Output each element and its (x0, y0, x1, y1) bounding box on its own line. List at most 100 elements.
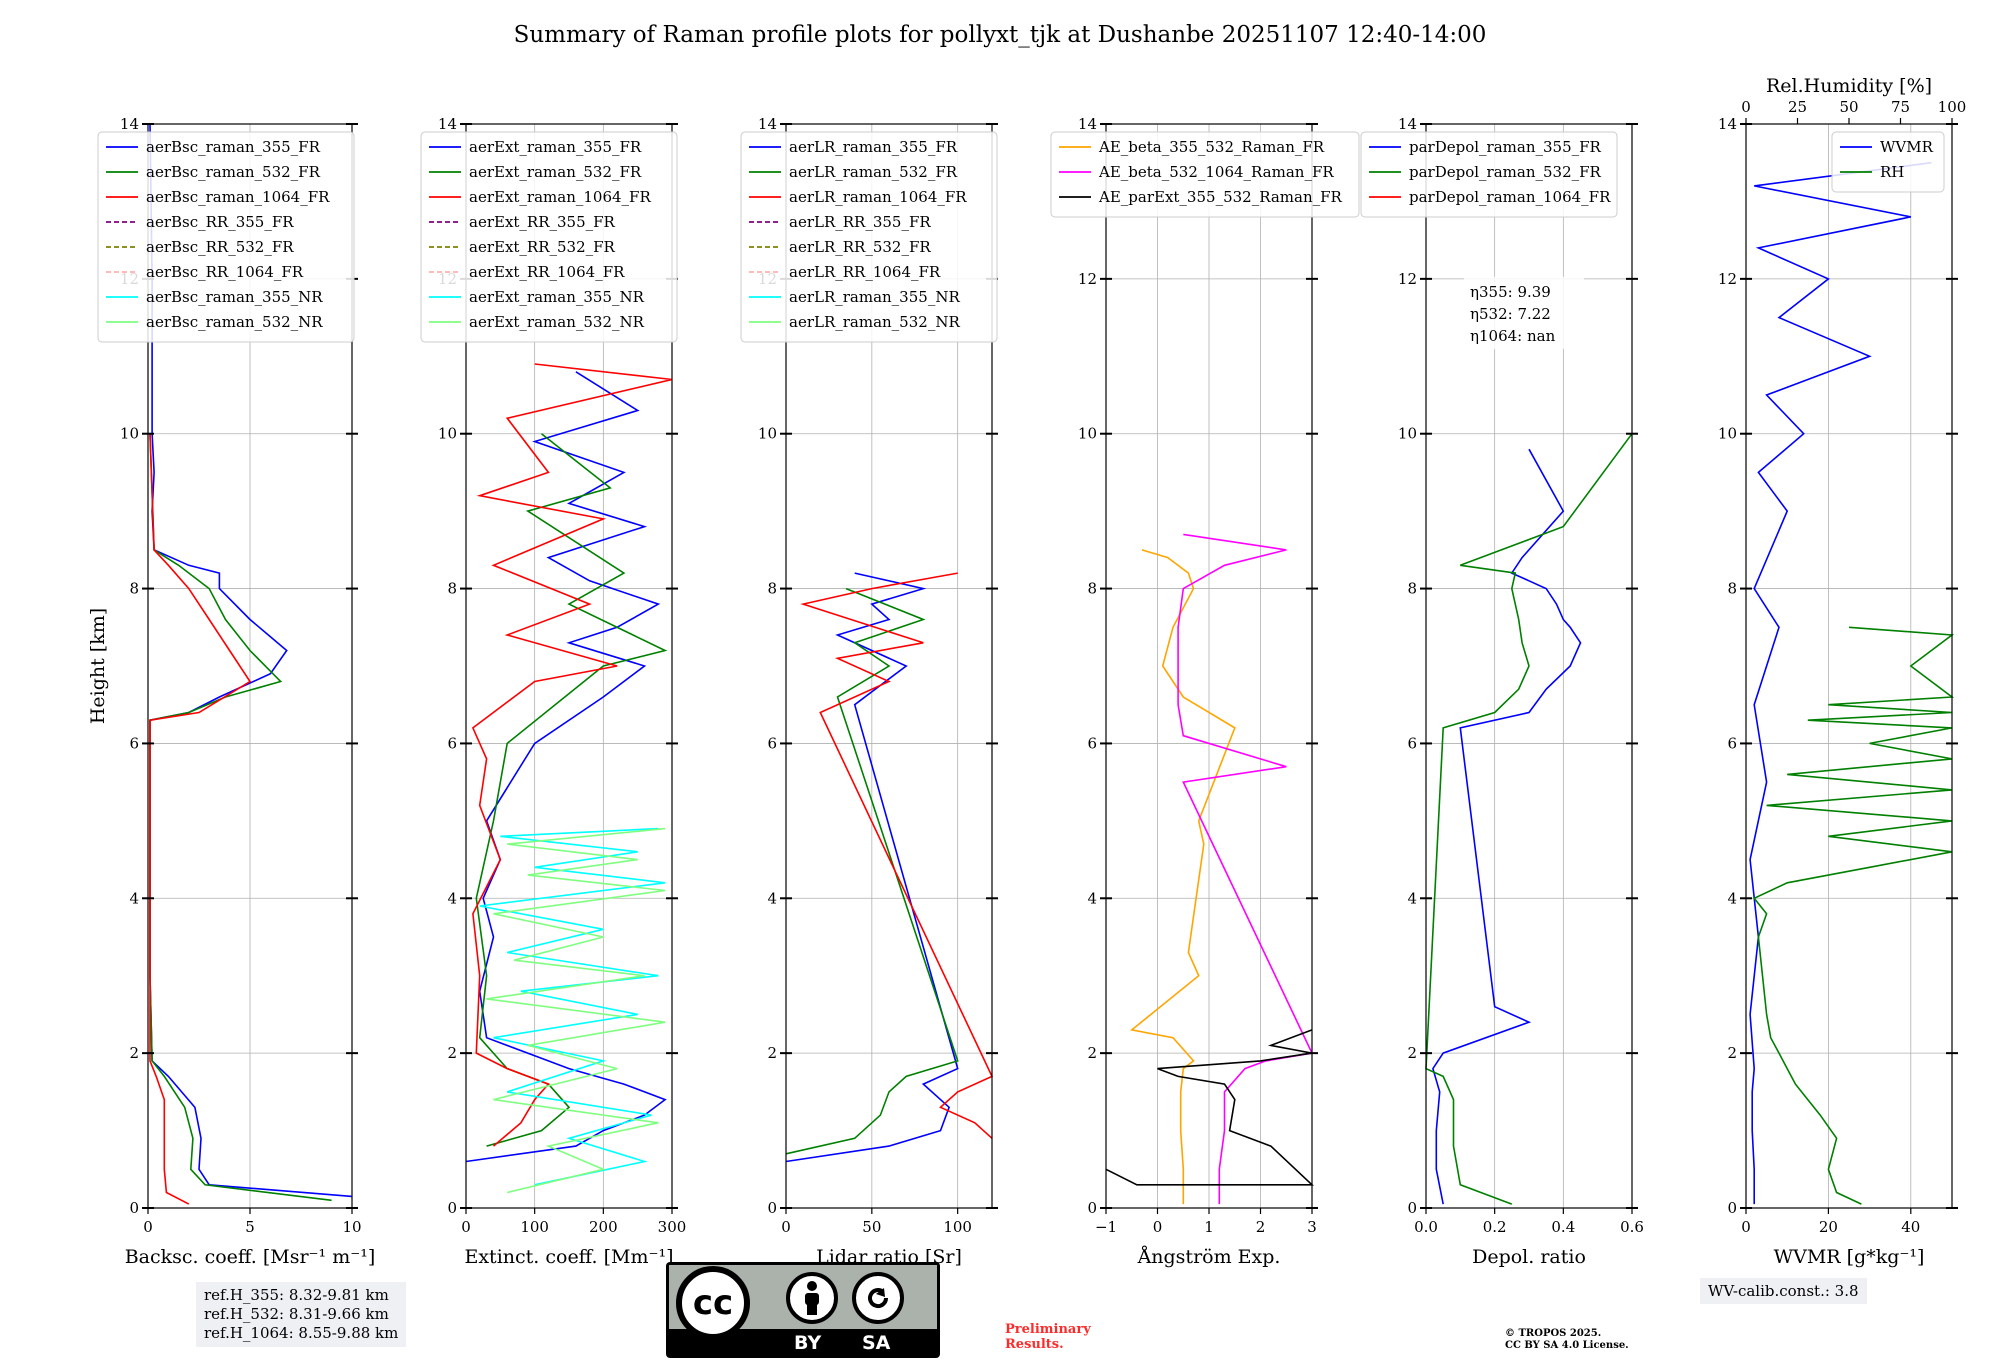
legend-entry: aerLR_raman_532_FR (789, 163, 958, 181)
y-tick-label: 8 (1087, 580, 1097, 598)
person-icon (805, 1281, 819, 1315)
x-tick-label: 0 (781, 1218, 791, 1236)
x-axis-label: Backsc. coeff. [Msr⁻¹ m⁻¹] (125, 1246, 376, 1268)
y-tick-label: 2 (1407, 1044, 1417, 1062)
y-tick-label: 6 (1727, 734, 1737, 752)
series-WVMR (1749, 161, 1932, 1205)
y-tick-label: 12 (1718, 270, 1737, 288)
series-AE_beta_355_532_Raman_FR (1129, 549, 1236, 1205)
x-tick-label: 20 (1819, 1218, 1838, 1236)
legend-entry: aerExt_RR_1064_FR (469, 263, 625, 281)
legend: WVMR RH (1831, 131, 1945, 193)
chart-panel-lidar_ratio: 02468101214050100Lidar ratio [Sr]aerLR_r… (740, 115, 998, 1268)
top-x-tick-label: 50 (1839, 98, 1858, 116)
y-tick-label: 0 (129, 1199, 139, 1217)
y-tick-label: 4 (1407, 889, 1417, 907)
x-tick-label: 50 (862, 1218, 881, 1236)
y-tick-label: 4 (1087, 889, 1097, 907)
x-tick-label: 0.2 (1483, 1218, 1507, 1236)
legend-entry: aerLR_raman_532_NR (789, 313, 960, 331)
attribution-person-icon (786, 1272, 838, 1324)
x-tick-label: 2 (1256, 1218, 1266, 1236)
y-tick-label: 14 (1398, 115, 1417, 133)
series-aerBsc_raman_532_FR (149, 433, 332, 1202)
x-axis-label: WVMR [g*kg⁻¹] (1774, 1246, 1925, 1268)
x-axis-label: Extinct. coeff. [Mm⁻¹] (464, 1246, 673, 1268)
top-x-tick-label: 0 (1741, 98, 1751, 116)
series-parDepol_raman_355_FR (1432, 448, 1582, 1205)
x-tick-label: 0 (1153, 1218, 1163, 1236)
eta-annotation: η532: 7.22 (1470, 305, 1551, 323)
series-AE_beta_532_1064_Raman_FR (1177, 533, 1314, 1205)
legend-entry: aerBsc_raman_355_FR (146, 138, 321, 156)
y-tick-label: 8 (767, 580, 777, 598)
y-tick-label: 0 (1087, 1199, 1097, 1217)
y-tick-label: 2 (1087, 1044, 1097, 1062)
x-tick-label: 100 (520, 1218, 549, 1236)
legend-entry: parDepol_raman_532_FR (1409, 163, 1602, 181)
series-aerExt_raman_355_NR (479, 827, 666, 1186)
x-tick-label: 3 (1307, 1218, 1317, 1236)
series-RH (1752, 626, 1955, 1205)
y-tick-label: 6 (447, 734, 457, 752)
x-tick-label: 100 (943, 1218, 972, 1236)
x-tick-label: 1 (1204, 1218, 1214, 1236)
x-tick-label: 0 (461, 1218, 471, 1236)
legend-entry: aerBsc_raman_355_NR (146, 288, 323, 306)
legend-entry: aerBsc_raman_532_FR (146, 163, 321, 181)
x-tick-label: 0 (1741, 1218, 1751, 1236)
ref-height-355: ref.H_355: 8.32-9.81 km (204, 1286, 389, 1304)
y-tick-label: 2 (129, 1044, 139, 1062)
x-tick-label: 40 (1901, 1218, 1920, 1236)
preliminary-line-2: Results. (1005, 1337, 1064, 1352)
y-tick-label: 14 (1078, 115, 1097, 133)
y-tick-label: 12 (1078, 270, 1097, 288)
x-tick-label: 0.0 (1414, 1218, 1438, 1236)
legend-entry: parDepol_raman_1064_FR (1409, 188, 1611, 206)
legend-entry: aerExt_raman_1064_FR (469, 188, 651, 206)
y-tick-label: 14 (438, 115, 457, 133)
panel-frame (465, 123, 673, 1209)
series-aerLR_raman_1064_FR (800, 572, 994, 1139)
cc-license-badge[interactable]: cc BY SA (666, 1262, 940, 1358)
cc-by-label: BY (794, 1332, 822, 1354)
annotation-box (1464, 276, 1584, 349)
series-aerLR_raman_355_FR (785, 572, 959, 1163)
series-aerBsc_raman_1064_FR (149, 433, 252, 1205)
series-aerLR_raman_532_FR (785, 587, 959, 1155)
y-tick-label: 12 (1398, 270, 1417, 288)
legend-box (1050, 131, 1360, 218)
series-parDepol_raman_532_FR (1425, 433, 1633, 1205)
wv-calibration-box: WV-calib.const.: 3.8 (1700, 1278, 1867, 1304)
legend-entry: aerLR_RR_532_FR (789, 238, 931, 256)
tropos-copyright: © TROPOS 2025. CC BY SA 4.0 License. (1505, 1328, 1629, 1352)
legend-entry: aerLR_raman_355_NR (789, 288, 960, 306)
y-tick-label: 10 (1718, 425, 1737, 443)
legend-entry: aerBsc_RR_1064_FR (146, 263, 304, 281)
x-tick-label: 300 (658, 1218, 687, 1236)
y-tick-label: 6 (129, 734, 139, 752)
x-tick-label: 0 (143, 1218, 153, 1236)
legend-box (1360, 131, 1618, 218)
tropos-line-1: © TROPOS 2025. (1505, 1328, 1602, 1339)
y-tick-label: 4 (447, 889, 457, 907)
legend: aerBsc_raman_355_FR aerBsc_raman_532_FRae… (97, 131, 355, 343)
legend: parDepol_raman_355_FR parDepol_raman_532_… (1360, 131, 1618, 218)
legend-entry: aerExt_raman_355_NR (469, 288, 645, 306)
y-tick-label: 8 (1407, 580, 1417, 598)
legend-entry: aerLR_raman_1064_FR (789, 188, 967, 206)
panels-group: 024681012140510Backsc. coeff. [Msr⁻¹ m⁻¹… (87, 75, 1966, 1268)
x-tick-label: 0.6 (1620, 1218, 1644, 1236)
y-tick-label: 10 (438, 425, 457, 443)
y-tick-label: 14 (758, 115, 777, 133)
y-axis-label: Height [km] (87, 608, 109, 724)
ref-height-532: ref.H_532: 8.31-9.66 km (204, 1305, 389, 1323)
series-aerExt_raman_532_FR (475, 433, 668, 1147)
legend-entry: aerLR_RR_1064_FR (789, 263, 941, 281)
ref-height-1064: ref.H_1064: 8.55-9.88 km (204, 1324, 399, 1342)
legend-entry: aerLR_raman_355_FR (789, 138, 958, 156)
eta-annotations: η355: 9.39 η532: 7.22 η1064: nan (1464, 276, 1584, 349)
reference-heights-box: ref.H_355: 8.32-9.81 km ref.H_532: 8.31-… (196, 1282, 407, 1347)
